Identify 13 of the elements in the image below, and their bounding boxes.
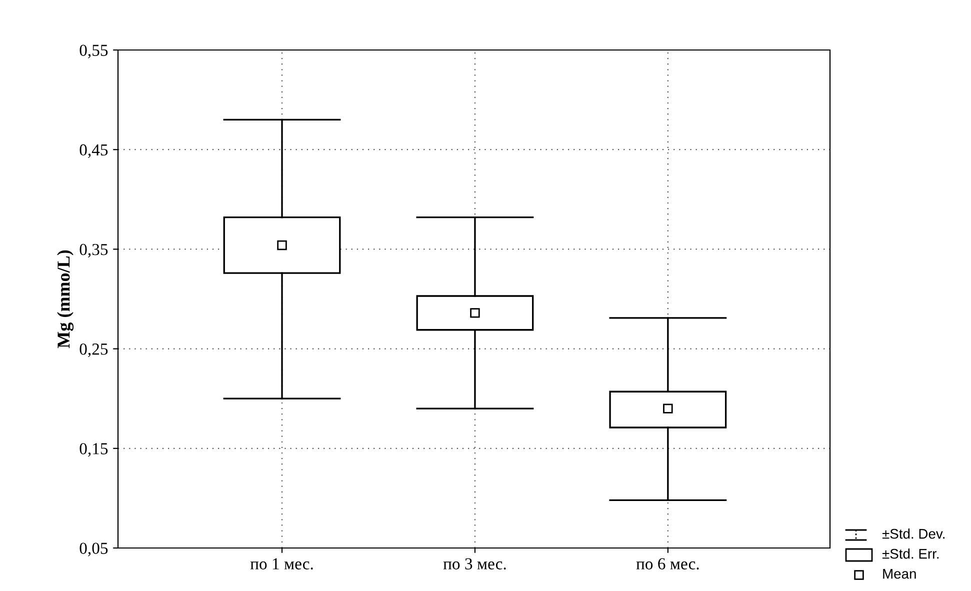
y-tick-label: 0,45 (80, 144, 108, 158)
y-tick-label: 0,55 (80, 44, 108, 58)
y-axis-title: Mg (mmo/L) (57, 250, 74, 348)
x-tick-label: по 6 мес. (636, 558, 699, 570)
y-tick-label: 0,15 (80, 443, 108, 457)
text: Mean (883, 569, 916, 579)
y-tick-label: 0,05 (80, 542, 108, 556)
x-tick-label: по 1 мес. (250, 558, 313, 570)
y-tick-label: 0,35 (80, 244, 108, 258)
y-tick-label: 0,25 (80, 344, 108, 358)
x-tick-label: по 3 мес. (443, 558, 506, 570)
text: ±Std. Dev. (882, 528, 944, 539)
text: ±Std. Err. (882, 548, 939, 559)
